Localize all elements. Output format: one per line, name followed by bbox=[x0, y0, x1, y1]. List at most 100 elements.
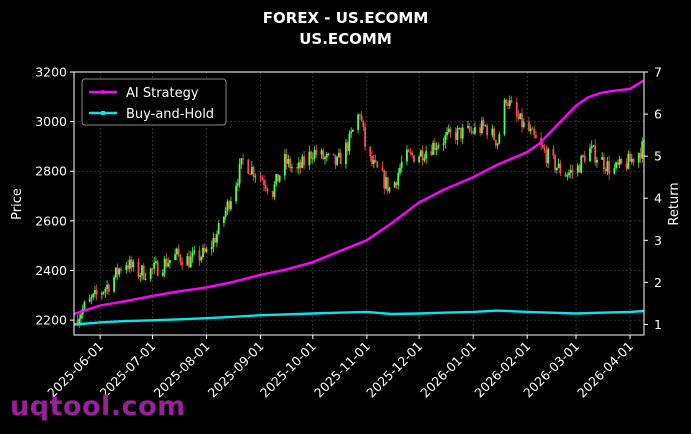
candle-up bbox=[308, 151, 311, 166]
candle-down bbox=[386, 177, 389, 192]
candle-up bbox=[324, 157, 326, 159]
candle-down bbox=[468, 125, 471, 131]
x-tick-label: 2026-01-01 bbox=[417, 339, 479, 401]
candle-down bbox=[482, 120, 485, 126]
candle-up bbox=[432, 142, 434, 155]
candle-up bbox=[284, 153, 286, 176]
candle-down bbox=[177, 248, 180, 256]
candle-up bbox=[200, 257, 203, 261]
chart-title: FOREX - US.ECOMM bbox=[262, 9, 429, 27]
candle-up bbox=[425, 151, 428, 159]
candle-down bbox=[494, 139, 497, 146]
candle-up bbox=[250, 166, 253, 175]
candle-up bbox=[139, 275, 142, 278]
candle-up bbox=[106, 284, 109, 289]
candle-up bbox=[442, 143, 445, 146]
candle-down bbox=[620, 158, 623, 164]
y-tick-label: 2800 bbox=[35, 164, 67, 179]
y-axis-right: 1 2 3 4 5 6 7 bbox=[644, 65, 662, 332]
candle-down bbox=[303, 156, 305, 166]
candle-up bbox=[226, 201, 229, 211]
candle-down bbox=[376, 161, 379, 168]
y-tick-label: 2600 bbox=[35, 213, 67, 228]
candle-down bbox=[517, 116, 520, 119]
candle-down bbox=[528, 121, 530, 131]
candle-up bbox=[301, 156, 304, 168]
candle-up bbox=[480, 120, 483, 133]
candle-up bbox=[238, 164, 241, 184]
legend-buy-and-hold-marker bbox=[101, 111, 105, 115]
y2-axis-label: Return bbox=[667, 182, 682, 225]
candle-up bbox=[458, 127, 461, 129]
candle-up bbox=[174, 254, 177, 261]
candle-up bbox=[191, 252, 194, 257]
candle-up bbox=[613, 168, 616, 174]
candle-up bbox=[320, 150, 323, 155]
candle-down bbox=[421, 150, 424, 161]
candle-up bbox=[189, 256, 192, 268]
candle-up bbox=[114, 267, 117, 278]
candle-down bbox=[203, 247, 206, 252]
candle-down bbox=[460, 127, 462, 139]
candle-down bbox=[369, 146, 372, 157]
plot-frame bbox=[73, 71, 645, 336]
candle-down bbox=[541, 144, 544, 148]
candle-down bbox=[322, 150, 325, 159]
candle-down bbox=[107, 284, 110, 292]
candle-down bbox=[242, 158, 244, 160]
candle-down bbox=[179, 255, 182, 262]
x-tick-label: 2026-04-01 bbox=[574, 339, 636, 401]
y2-tick-label: 6 bbox=[654, 107, 662, 122]
candle-down bbox=[545, 150, 548, 164]
candle-down bbox=[632, 158, 635, 163]
legend: AI Strategy Buy-and-Hold bbox=[81, 78, 227, 126]
candle-up bbox=[287, 158, 290, 164]
candle-down bbox=[409, 151, 412, 153]
y2-tick-label: 4 bbox=[654, 191, 662, 206]
candle-down bbox=[165, 258, 168, 267]
candle-up bbox=[393, 182, 396, 188]
candle-up bbox=[630, 158, 633, 162]
candle-up bbox=[338, 152, 340, 157]
candle-down bbox=[263, 180, 265, 186]
candle-down bbox=[188, 256, 190, 268]
candle-down bbox=[151, 268, 154, 270]
candle-down bbox=[486, 125, 489, 136]
candle-down bbox=[625, 163, 628, 169]
candle-up bbox=[423, 158, 426, 161]
candle-up bbox=[113, 277, 115, 292]
candle-up bbox=[418, 156, 421, 163]
candle-down bbox=[407, 149, 410, 152]
candle-down bbox=[521, 113, 523, 128]
candle-up bbox=[278, 175, 281, 182]
candle-down bbox=[505, 99, 508, 104]
candle-up bbox=[596, 159, 598, 163]
candle-down bbox=[228, 201, 231, 210]
candle-up bbox=[100, 293, 103, 295]
candle-up bbox=[503, 99, 506, 135]
candle-up bbox=[606, 161, 609, 172]
candle-down bbox=[594, 145, 597, 163]
candle-up bbox=[580, 155, 583, 173]
candle-up bbox=[216, 234, 218, 243]
candle-up bbox=[223, 216, 225, 224]
candle-up bbox=[202, 247, 204, 258]
candle-up bbox=[351, 129, 354, 132]
candle-down bbox=[296, 167, 299, 169]
candle-down bbox=[339, 152, 342, 165]
candle-down bbox=[433, 142, 436, 150]
candle-up bbox=[400, 161, 403, 168]
candle-down bbox=[346, 142, 349, 152]
y-tick-label: 2400 bbox=[35, 263, 67, 278]
candle-up bbox=[78, 318, 81, 325]
candle-up bbox=[566, 175, 569, 177]
candle-up bbox=[325, 153, 328, 158]
y2-tick-label: 1 bbox=[654, 317, 662, 332]
candle-up bbox=[496, 143, 499, 146]
y-tick-label: 3200 bbox=[35, 65, 67, 80]
candle-up bbox=[212, 238, 215, 247]
candle-up bbox=[313, 150, 316, 159]
candle-down bbox=[374, 159, 377, 162]
candle-up bbox=[94, 290, 96, 294]
